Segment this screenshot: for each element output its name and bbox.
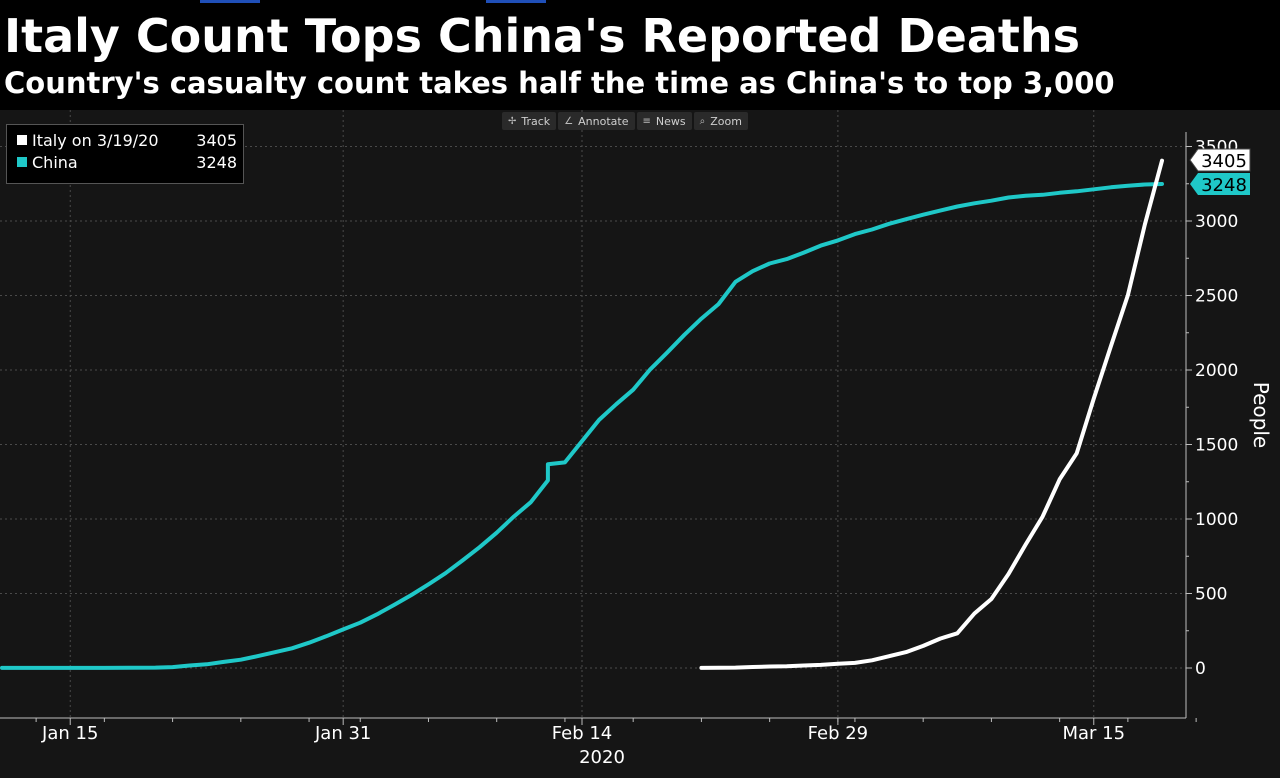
y-tick-label-1000: 1000	[1195, 510, 1238, 530]
x-tick-label-1: Jan 31	[314, 723, 371, 744]
x-tick-label-3: Feb 29	[808, 723, 869, 744]
news-icon: ≡	[642, 115, 651, 127]
x-axis-year-label: 2020	[579, 747, 625, 768]
top-accent-bar-left	[200, 0, 260, 3]
value-tag-china: 3248	[1190, 173, 1250, 196]
value-tag-text-china: 3248	[1201, 175, 1247, 196]
legend-name-china: China	[32, 152, 78, 172]
annotate-button[interactable]: ∠ Annotate	[558, 112, 635, 130]
chart-title: Italy Count Tops China's Reported Deaths	[4, 9, 1081, 63]
series-lines	[0, 158, 1164, 670]
track-label: Track	[521, 114, 551, 128]
y-tick-label-1500: 1500	[1195, 436, 1238, 456]
y-axis-label: People	[1249, 382, 1273, 448]
chart-subtitle: Country's casualty count takes half the …	[4, 66, 1115, 100]
top-accent-bar-right	[486, 0, 546, 3]
legend-name-italy: Italy on 3/19/20	[32, 130, 159, 150]
legend-item-china[interactable]: China 3248	[17, 151, 237, 173]
news-label: News	[655, 114, 686, 128]
x-tick-label-0: Jan 15	[41, 723, 98, 744]
legend-swatch-china	[17, 157, 27, 167]
x-tick-label-4: Mar 15	[1062, 723, 1125, 744]
y-tick-label-0: 0	[1195, 659, 1206, 679]
value-labels: 3248 3405	[1189, 148, 1251, 196]
legend-item-italy[interactable]: Italy on 3/19/20 3405	[17, 129, 237, 151]
value-tag-shape-china	[1190, 173, 1250, 195]
chart-legend[interactable]: Italy on 3/19/20 3405 China 3248	[6, 124, 244, 184]
track-button[interactable]: ✢ Track	[502, 112, 557, 130]
magnifier-icon: ⌕	[699, 115, 706, 127]
y-tick-label-500: 500	[1195, 585, 1227, 605]
annotate-label: Annotate	[578, 114, 629, 128]
value-tag-text-italy: 3405	[1201, 151, 1247, 172]
pencil-icon: ∠	[564, 115, 574, 127]
value-tag-italy: 3405	[1189, 148, 1251, 172]
y-tick-label-2500: 2500	[1195, 287, 1238, 307]
series-line-italy[interactable]	[699, 158, 1164, 670]
legend-value-china: 3248	[196, 152, 237, 172]
chart-toolbar: ✢ Track ∠ Annotate ≡ News ⌕ Zoom	[502, 112, 748, 130]
crosshair-icon: ✢	[508, 115, 517, 127]
value-tag-shape-italy	[1189, 148, 1251, 172]
y-tick-label-3000: 3000	[1195, 212, 1238, 232]
news-button[interactable]: ≡ News	[636, 112, 692, 130]
x-tick-label-2: Feb 14	[552, 723, 613, 744]
legend-swatch-italy	[17, 135, 27, 145]
zoom-button[interactable]: ⌕ Zoom	[693, 112, 748, 130]
legend-value-italy: 3405	[196, 130, 237, 150]
zoom-label: Zoom	[710, 114, 742, 128]
series-line-china[interactable]	[0, 182, 1164, 670]
y-tick-label-2000: 2000	[1195, 361, 1238, 381]
grid-lines	[0, 110, 1186, 718]
